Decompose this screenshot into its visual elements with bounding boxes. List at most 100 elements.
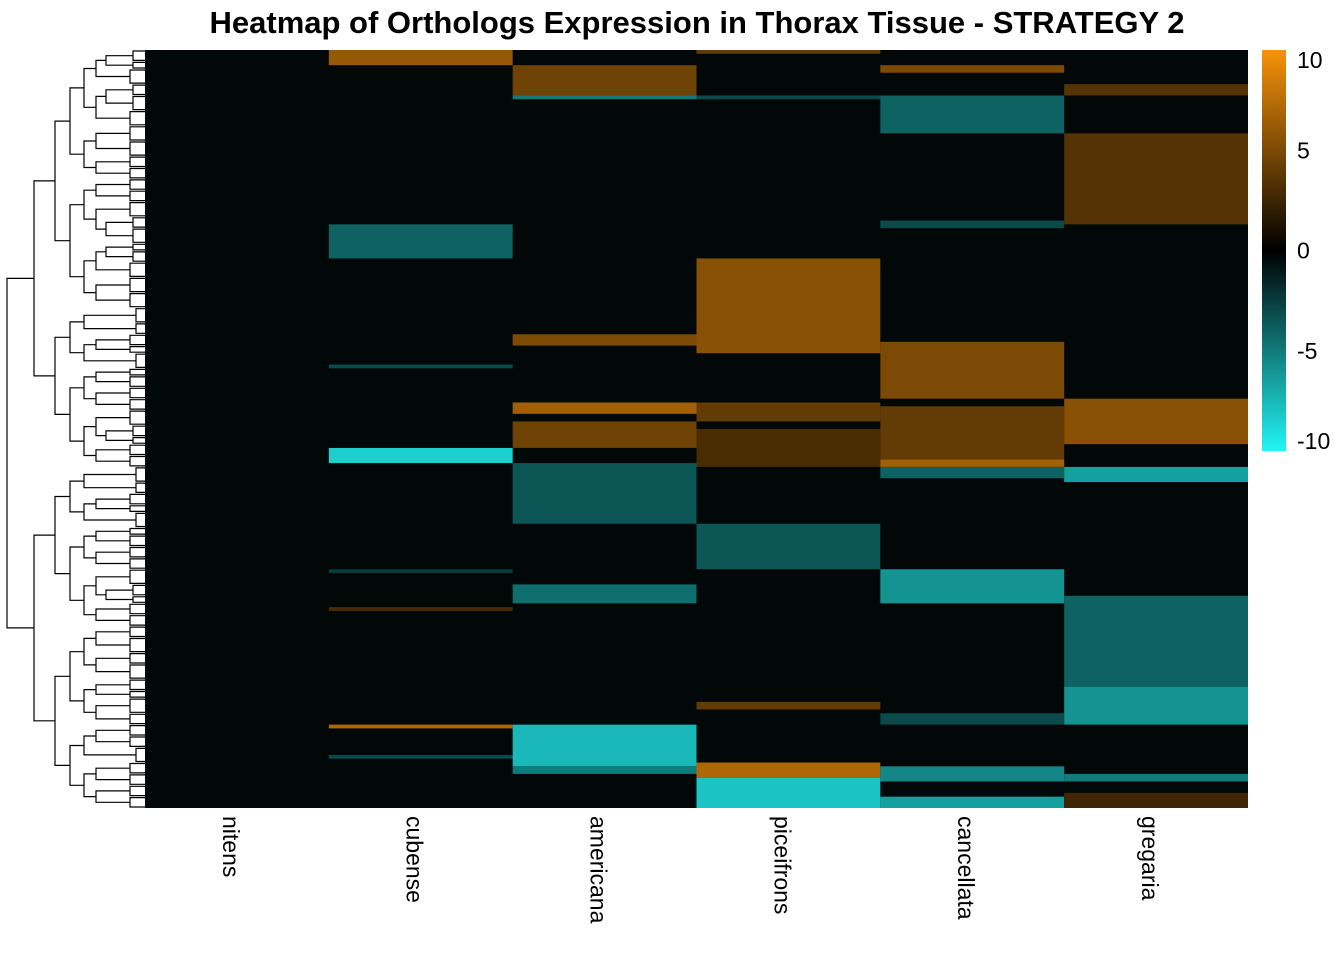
dendrogram-leaf [129,527,145,535]
dendrogram-leaf [135,323,145,334]
heatmap-cell-block [1064,595,1248,687]
heatmap-column-americana [512,65,697,774]
dendrogram-branch [83,344,136,362]
legend-tick-label: -5 [1297,338,1317,364]
row-dendrogram [6,50,145,808]
dendrogram-leaf [129,535,145,547]
dendrogram-branch [83,773,96,798]
dendrogram-branch [54,495,70,575]
dendrogram-leaf [129,346,145,353]
heatmap-column-gregaria [1064,84,1248,808]
dendrogram-leaf [129,202,145,217]
dendrogram-branch [105,430,133,441]
dendrogram-branch [95,530,130,542]
dendrogram-leaf [129,558,145,569]
heatmap-cell-block [696,762,881,778]
heatmap-cell-block [696,701,881,710]
heatmap-cell-block [880,459,1065,467]
dendrogram-branch [95,551,130,565]
dendrogram-branch [105,89,133,104]
column-label-cubense: cubense [402,816,428,903]
dendrogram-leaf [129,387,145,399]
dendrogram-branch [95,392,130,405]
dendrogram-leaf [129,505,145,512]
column-label-gregaria: gregaria [1137,816,1163,901]
dendrogram-branch [83,140,96,169]
dendrogram-leaf [129,493,145,505]
heatmap-cell-block [1064,398,1248,445]
heatmap-cell-block [328,607,513,611]
dendrogram-branch [95,132,130,150]
dendrogram-leaf [129,190,145,202]
heatmap-cell-block [696,258,881,354]
dendrogram-leaf [129,111,145,126]
heatmap-cell-block [328,724,513,729]
dendrogram-leaf [135,482,145,493]
dendrogram-leaf [129,736,145,747]
dendrogram-leaf [129,444,145,456]
heatmap-cell-block [880,95,1065,134]
dendrogram-branch [95,790,130,803]
heatmap-cell-block [1064,133,1248,225]
dendrogram-branch [95,371,130,383]
heatmap-cell-block [512,95,697,100]
dendrogram-branch [33,534,55,722]
heatmap-cell-block [880,713,1065,725]
column-label-nitens: nitens [218,816,244,877]
dendrogram-branch [54,675,70,766]
dendrogram-leaf [129,653,145,664]
heatmap-cell-block [1064,686,1248,725]
heatmap-cell-block [328,447,513,464]
dendrogram-branch [95,657,130,673]
dendrogram-branch [95,284,130,301]
legend-tick-label: 10 [1297,47,1323,73]
dendrogram-branch [54,336,70,415]
dendrogram-leaf [129,179,145,190]
heatmap-cell-block [512,334,697,346]
column-label-cancellata: cancellata [953,816,979,920]
dendrogram-branch [69,651,84,702]
dendrogram-leaf [129,455,145,467]
heatmap-cell-block [880,766,1065,782]
dendrogram-leaf [135,353,145,368]
legend-tick-label: 5 [1297,137,1310,163]
dendrogram-leaf [129,141,145,156]
heatmap-cell-block [696,402,881,422]
dendrogram-branch [54,120,70,242]
dendrogram-leaf [129,569,145,584]
dendrogram-leaf [132,596,145,603]
heatmap-cell-block [328,50,513,66]
dendrogram-branch [105,589,133,601]
dendrogram-branch [33,180,55,377]
dendrogram-leaf [132,50,145,61]
dendrogram-branch [105,246,133,258]
dendrogram-branch [95,767,130,781]
heatmap-column-cubense [328,50,513,759]
colorbar [1262,50,1286,451]
dendrogram-branch [95,684,130,695]
column-label-americana: americana [586,816,612,924]
heatmap-cell-block [328,754,513,759]
heatmap-cell-block [1064,773,1248,782]
dendrogram-leaf [129,399,145,410]
dendrogram-leaf [132,425,145,437]
heatmap-cell-block [696,523,881,570]
dendrogram-branch [95,729,130,743]
dendrogram-branch [95,339,130,350]
dendrogram-leaf [132,584,145,596]
heatmap-cell-block [512,766,697,774]
color-legend: 10 5 0 -5 -10 [1262,47,1330,454]
dendrogram-leaf [129,698,145,713]
heatmap-cell-block [512,584,697,604]
dendrogram-branch [95,608,130,621]
dendrogram-leaf [129,262,145,277]
dendrogram-branch [69,87,84,155]
dendrogram-leaf [129,626,145,638]
dendrogram-leaf [132,95,145,111]
dendrogram-leaf [129,293,145,308]
dendrogram-leaf [132,84,145,96]
dendrogram-branch [105,221,133,237]
dendrogram-leaf [129,615,145,626]
dendrogram-branch [69,321,84,354]
dendrogram-leaf [129,69,145,84]
